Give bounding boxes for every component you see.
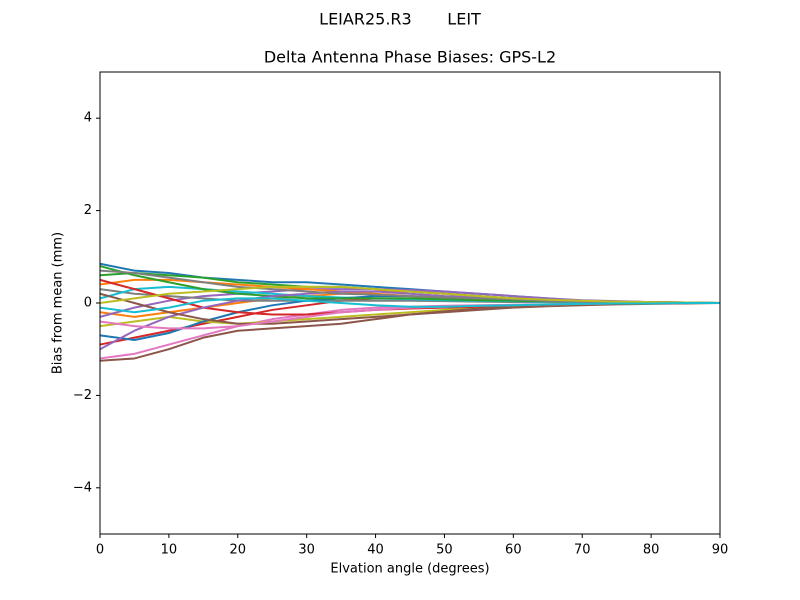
plot-area xyxy=(99,262,721,362)
x-tick-label: 20 xyxy=(230,543,247,558)
x-tick-label: 40 xyxy=(367,543,384,558)
x-tick-label: 0 xyxy=(96,543,104,558)
x-tick-label: 50 xyxy=(436,543,453,558)
chart-title: Delta Antenna Phase Biases: GPS-L2 xyxy=(264,48,556,67)
x-tick-label: 30 xyxy=(298,543,315,558)
y-tick-label: 4 xyxy=(84,111,92,126)
x-tick-label: 80 xyxy=(643,543,660,558)
series-line xyxy=(99,297,720,314)
x-tick-label: 90 xyxy=(712,543,729,558)
series-line xyxy=(99,285,721,304)
y-tick-label: 0 xyxy=(84,296,92,311)
x-tick-label: 60 xyxy=(505,543,522,558)
y-tick-label: −2 xyxy=(73,388,92,403)
x-tick-label: 10 xyxy=(161,543,178,558)
x-tick-label: 70 xyxy=(574,543,591,558)
x-axis-label: Elvation angle (degrees) xyxy=(330,562,489,577)
suptitle: LEIAR25.R3 LEIT xyxy=(319,10,481,29)
y-tick-label: 2 xyxy=(84,203,92,218)
y-tick-label: −4 xyxy=(73,480,92,495)
y-axis-label: Bias from mean (mm) xyxy=(51,232,66,374)
